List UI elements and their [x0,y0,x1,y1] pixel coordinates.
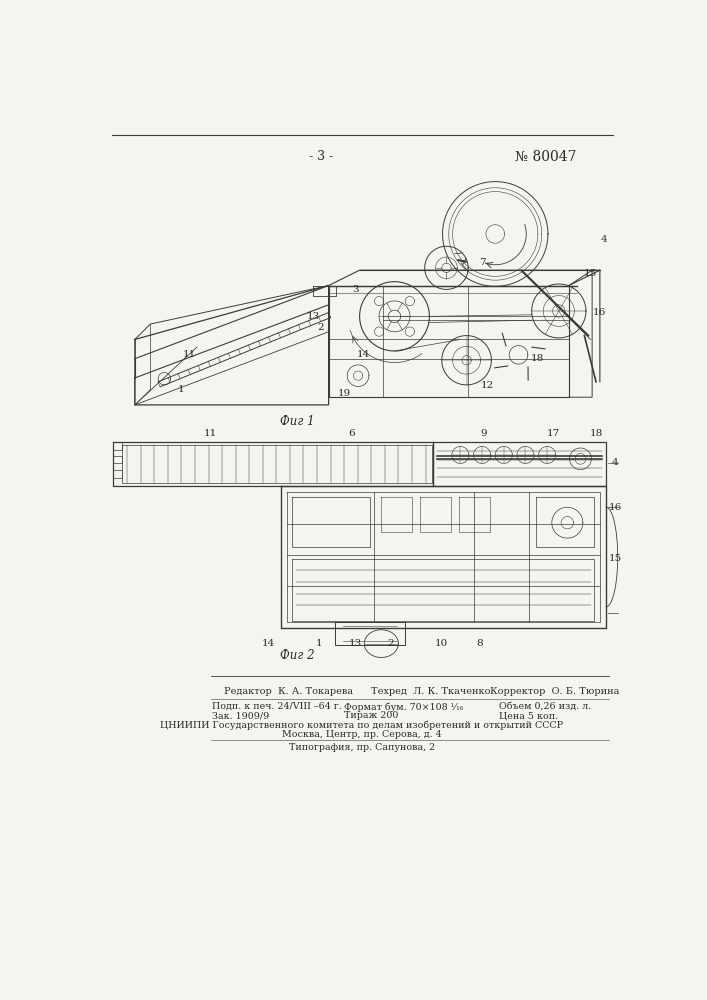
Text: Техред  Л. К. Ткаченко: Техред Л. К. Ткаченко [371,687,491,696]
Text: 6: 6 [349,429,355,438]
Text: Фиг 2: Фиг 2 [280,649,315,662]
Text: № 80047: № 80047 [515,150,576,164]
Text: 4: 4 [600,235,607,244]
Text: - 3 -: - 3 - [309,150,333,163]
Text: 1: 1 [178,385,185,394]
Text: 4: 4 [612,458,619,467]
Text: 14: 14 [357,350,370,359]
Text: 11: 11 [182,350,196,359]
Text: Подп. к печ. 24/VIII –64 г.: Подп. к печ. 24/VIII –64 г. [212,702,342,711]
Text: 13: 13 [349,639,363,648]
Text: 15: 15 [609,554,622,563]
Text: 15: 15 [584,269,597,278]
Text: Тираж 200: Тираж 200 [344,711,399,720]
Text: 3: 3 [352,285,359,294]
Text: 14: 14 [262,639,275,648]
Text: 13: 13 [307,312,320,321]
Text: Типография, пр. Сапунова, 2: Типография, пр. Сапунова, 2 [289,743,435,752]
Text: 7: 7 [479,258,486,267]
Text: Фиг 1: Фиг 1 [280,415,315,428]
Text: Зак. 1909/9: Зак. 1909/9 [212,711,269,720]
Text: ЦНИИПИ Государственного комитета по делам изобретений и открытий СССР: ЦНИИПИ Государственного комитета по дела… [160,721,563,730]
Text: 16: 16 [609,503,622,512]
Text: 12: 12 [481,381,494,390]
Text: 11: 11 [204,429,218,438]
Text: 9: 9 [480,429,487,438]
Text: 19: 19 [337,389,351,398]
Text: Редактор  К. А. Токарева: Редактор К. А. Токарева [224,687,353,696]
Text: Корректор  О. Б. Тюрина: Корректор О. Б. Тюрина [490,687,619,696]
Text: 8: 8 [477,639,483,648]
Text: Москва, Центр, пр. Серова, д. 4: Москва, Центр, пр. Серова, д. 4 [282,730,442,739]
Text: Формат бум. 70×108 ¹⁄₁₆: Формат бум. 70×108 ¹⁄₁₆ [344,702,464,712]
Text: 2: 2 [317,323,325,332]
Text: 18: 18 [531,354,544,363]
Text: 16: 16 [593,308,607,317]
Text: 10: 10 [434,639,448,648]
Text: 1: 1 [316,639,322,648]
Text: Цена 5 коп.: Цена 5 коп. [499,711,559,720]
Text: 18: 18 [590,429,602,438]
Text: Объем 0,26 изд. л.: Объем 0,26 изд. л. [499,702,591,711]
Text: 17: 17 [547,429,560,438]
Text: 2: 2 [387,639,394,648]
